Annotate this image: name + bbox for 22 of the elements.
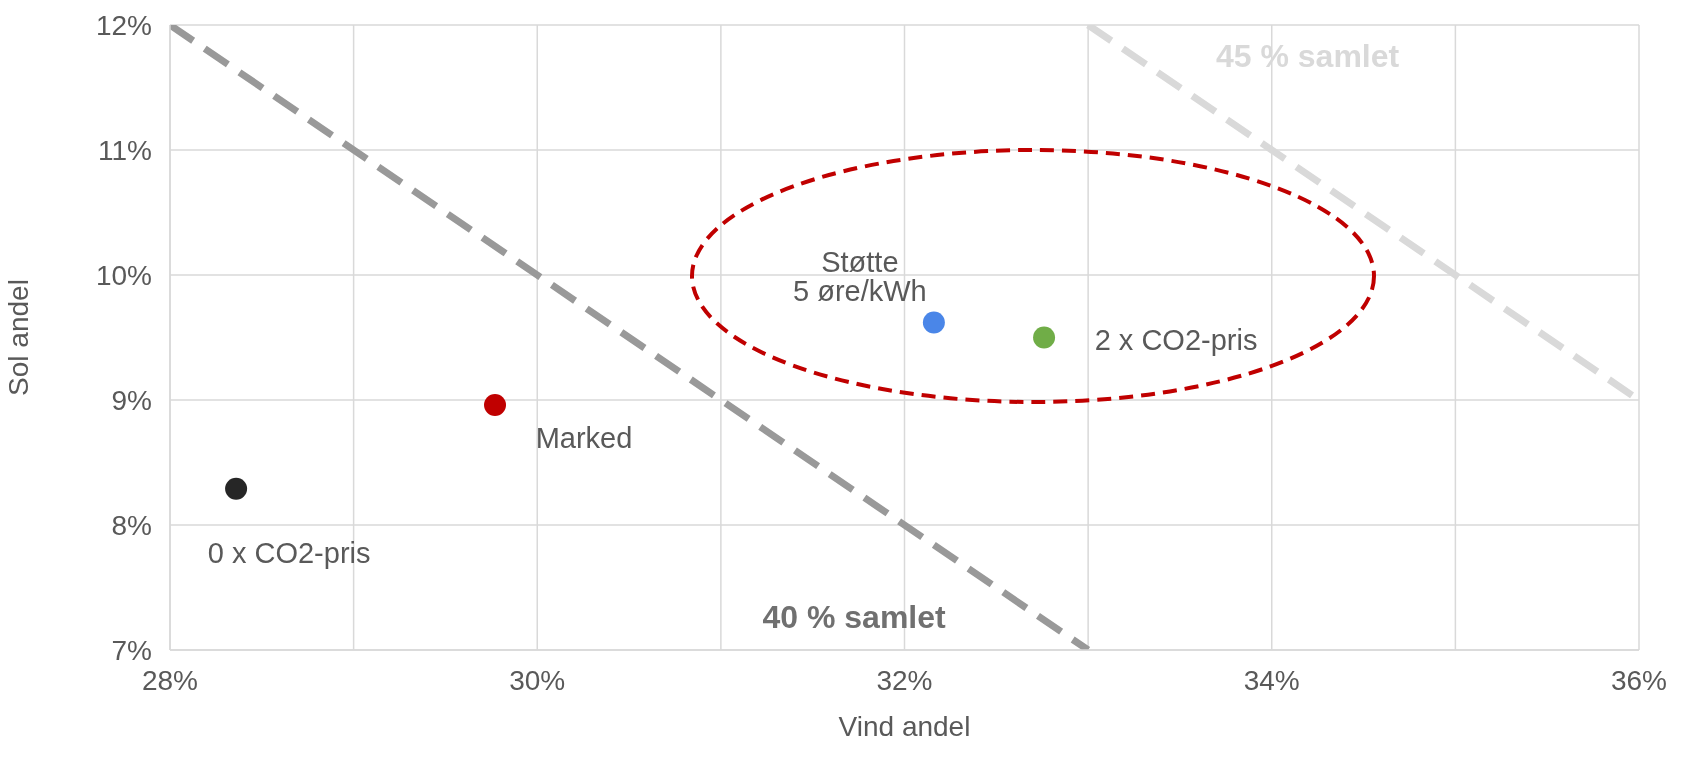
point	[1033, 326, 1056, 349]
y-tick-label: 12%	[95, 9, 152, 41]
x-axis-title: Vind andel	[838, 711, 971, 742]
point	[484, 394, 507, 416]
y-tick-label: 10%	[95, 259, 152, 291]
series-label: 0 x CO2-pris	[207, 536, 371, 569]
x-tick-label: 28%	[141, 664, 199, 696]
y-tick-label: 8%	[111, 509, 152, 541]
x-tick-label: 34%	[1243, 664, 1300, 696]
series-label: Marked	[535, 422, 633, 454]
point	[922, 311, 945, 334]
y-tick-label: 9%	[111, 384, 152, 416]
series-label: 2 x CO2-pris	[1094, 323, 1258, 356]
x-tick-label: 30%	[509, 664, 566, 696]
point	[225, 477, 248, 500]
x-tick-label: 32%	[876, 664, 933, 696]
y-axis-title: Sol andel	[2, 279, 34, 396]
x-tick-label: 36%	[1610, 664, 1668, 696]
y-tick-label: 7%	[111, 634, 152, 666]
y-tick-label: 11%	[98, 134, 152, 166]
series-label: Støtte 5 øre/kWh	[793, 245, 927, 307]
series-label: 40 % samlet	[762, 598, 947, 635]
